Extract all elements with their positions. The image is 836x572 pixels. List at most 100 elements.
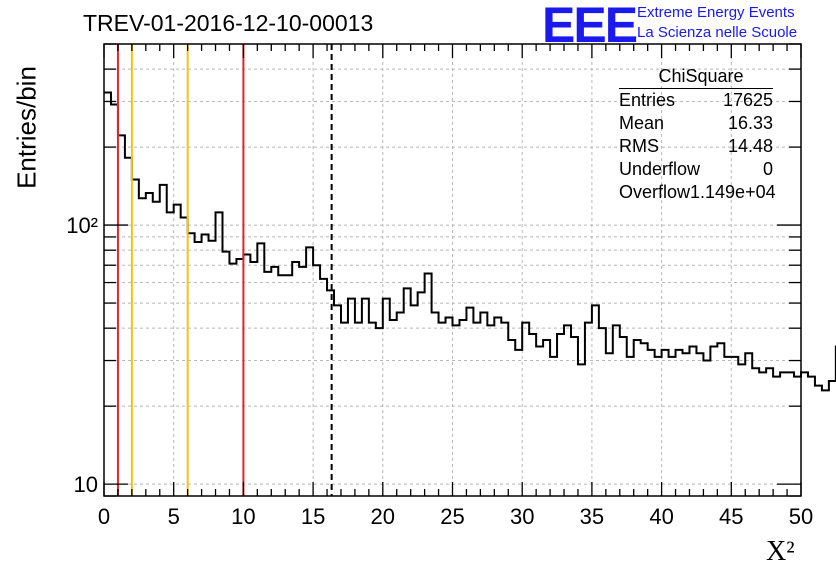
stats-value: 1.149e+04	[690, 182, 776, 202]
stats-row: Overflow 1.149e+04	[611, 181, 776, 204]
histogram-bin	[348, 299, 355, 496]
histogram-bin	[522, 323, 529, 496]
x-tick-label: 0	[98, 504, 110, 529]
logo-tagline-1: Extreme Energy Events	[637, 4, 795, 21]
histogram-bin	[550, 357, 557, 496]
histogram-bin	[829, 381, 836, 496]
histogram-bin	[557, 334, 564, 496]
x-tick-label: 50	[789, 504, 813, 529]
y-tick-label: 10²	[66, 213, 98, 238]
histogram-bin	[815, 386, 822, 496]
histogram-bin	[613, 325, 620, 496]
histogram-bin	[634, 340, 641, 496]
histogram-bin	[390, 320, 397, 496]
histogram-bin	[662, 350, 669, 496]
histogram-bin	[216, 212, 223, 496]
histogram-bin	[306, 247, 313, 496]
eee-logo: EEE	[542, 0, 638, 53]
histogram-bin	[529, 334, 536, 496]
stats-row: RMS 14.48	[611, 135, 773, 158]
x-tick-label: 5	[168, 504, 180, 529]
x-tick-label: 25	[440, 504, 464, 529]
histogram-bin	[759, 372, 766, 496]
histogram-bin	[466, 308, 473, 496]
histogram-bin	[167, 212, 174, 496]
stats-label: Entries	[619, 90, 676, 110]
histogram-bin	[676, 350, 683, 496]
histogram-bin	[369, 323, 376, 496]
stats-label: RMS	[619, 136, 659, 156]
histogram-bin	[487, 325, 494, 496]
histogram-bin	[278, 275, 285, 496]
histogram-bin	[724, 357, 731, 496]
histogram-series	[104, 91, 836, 392]
stats-box-name: ChiSquare	[619, 66, 773, 89]
histogram-bin	[174, 205, 181, 496]
stats-label: Mean	[619, 113, 665, 133]
histogram-bin	[264, 272, 271, 496]
histogram-bin	[320, 279, 327, 496]
histogram-bin	[209, 241, 216, 496]
histogram-bin	[383, 299, 390, 496]
chart-title: TREV-01-2016-12-10-00013	[83, 10, 374, 36]
histogram-bin	[599, 328, 606, 496]
histogram-bin	[494, 317, 501, 496]
histogram-bin	[620, 337, 627, 496]
y-axis-label: Entries/bin	[11, 66, 42, 189]
x-tick-label: 40	[649, 504, 673, 529]
histogram-bin	[585, 323, 592, 496]
histogram-bin	[376, 328, 383, 496]
histogram-bin	[111, 105, 118, 496]
stats-value: 14.48	[727, 136, 773, 156]
histogram-bin	[425, 274, 432, 496]
x-tick-label: 15	[301, 504, 325, 529]
histogram-bin	[655, 357, 662, 496]
histogram-bin	[696, 353, 703, 496]
histogram-bin	[250, 262, 257, 496]
x-axis-label: X²	[766, 536, 795, 567]
histogram-bin	[118, 135, 125, 496]
histogram-bin	[181, 217, 188, 496]
stats-row: Underflow 0	[611, 158, 773, 181]
histogram-bin	[104, 92, 111, 496]
histogram-bin	[787, 372, 794, 496]
histogram-bin	[543, 340, 550, 496]
x-tick-label: 45	[719, 504, 743, 529]
histogram-bin	[411, 305, 418, 496]
y-tick-label: 10	[74, 472, 98, 497]
histogram-bin	[627, 357, 634, 496]
histogram-bin	[243, 254, 250, 496]
stats-label: Overflow	[619, 182, 691, 202]
histogram-bin	[669, 357, 676, 496]
stats-box: ChiSquare Entries 17625 Mean 16.33 RMS 14.4…	[611, 66, 776, 204]
histogram-bin	[459, 320, 466, 496]
histogram-bin	[188, 233, 195, 496]
stats-row: Entries 17625	[611, 89, 773, 112]
histogram-bin	[439, 323, 446, 496]
histogram-bin	[341, 323, 348, 496]
histogram-bin	[453, 325, 460, 496]
histogram-bin	[731, 357, 738, 496]
histogram-bin	[592, 305, 599, 496]
logo-tagline-2: La Scienza nelle Scuole	[637, 24, 798, 41]
histogram-bin	[745, 353, 752, 496]
histogram-bin	[780, 372, 787, 496]
histogram-bin	[202, 234, 209, 496]
histogram-bin	[606, 353, 613, 496]
histogram-bin	[236, 259, 243, 496]
histogram-bin	[689, 346, 696, 496]
histogram-bin	[271, 267, 278, 496]
histogram-bin	[703, 361, 710, 496]
histogram-bin	[292, 262, 299, 496]
histogram-bin	[794, 377, 801, 496]
histogram-bin	[132, 179, 139, 496]
histogram-bin	[355, 323, 362, 496]
histogram-bin	[195, 242, 202, 496]
histogram-bin	[710, 346, 717, 496]
histogram-bin	[146, 193, 153, 496]
histogram-bin	[418, 292, 425, 496]
histogram-bin	[285, 275, 292, 496]
histogram-bin	[432, 312, 439, 496]
x-tick-label: 35	[580, 504, 604, 529]
histogram-bin	[508, 340, 515, 496]
